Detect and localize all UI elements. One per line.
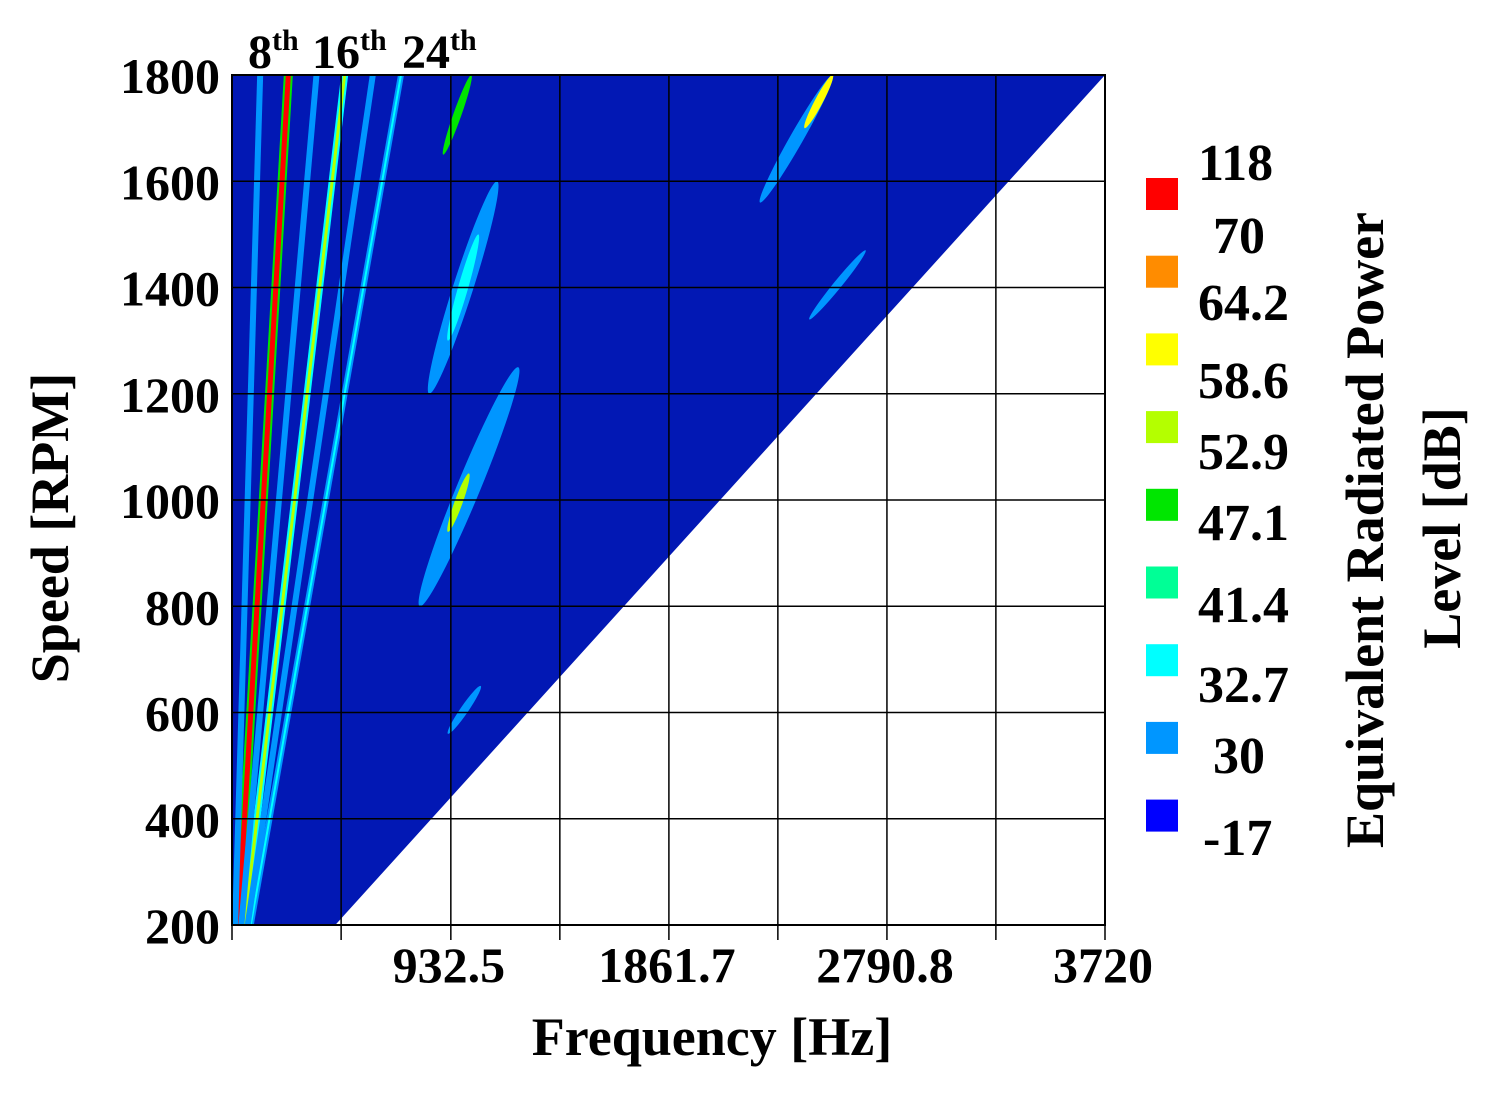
legend-level-label: 70 xyxy=(1213,208,1265,265)
order-labels: 8th 16th 24th xyxy=(248,24,477,79)
legend-swatch xyxy=(1146,644,1178,677)
legend-level-label: 58.6 xyxy=(1198,353,1289,410)
y-tick-label: 400 xyxy=(145,792,220,848)
legend-level-label: 32.7 xyxy=(1198,657,1289,714)
legend-swatch xyxy=(1146,255,1178,288)
order-label-8: 8th xyxy=(248,24,299,79)
legend-swatch xyxy=(1146,178,1178,210)
legend-level-label: 118 xyxy=(1198,135,1273,192)
legend-swatch xyxy=(1146,799,1178,832)
order-label-16: 16th xyxy=(312,24,387,79)
hot-spot-8 xyxy=(804,75,834,129)
x-tick-label: 3720 xyxy=(1053,937,1153,993)
y-tick-label: 1800 xyxy=(120,48,220,104)
legend-level-label: 52.9 xyxy=(1198,424,1289,481)
x-tick-label: 932.5 xyxy=(393,937,506,993)
colorbar-title-line2: Level [dB] xyxy=(1412,407,1472,648)
hot-spot-4 xyxy=(418,367,520,607)
legend-level-label: -17 xyxy=(1203,810,1272,867)
y-tick-label: 1600 xyxy=(120,154,220,210)
y-tick-label: 1400 xyxy=(120,261,220,317)
legend-swatch xyxy=(1146,721,1178,754)
legend-swatch xyxy=(1146,488,1178,521)
plot-frame xyxy=(231,74,1106,926)
hot-spot-5 xyxy=(447,473,470,532)
x-tick-label: 2790.8 xyxy=(816,937,954,993)
legend-swatch xyxy=(1146,333,1178,366)
y-tick-label: 600 xyxy=(145,686,220,742)
hot-spot-9 xyxy=(809,250,866,320)
legend-swatch xyxy=(1146,566,1178,599)
y-tick-label: 800 xyxy=(145,579,220,635)
hot-spot-1 xyxy=(442,75,472,155)
y-axis-title: Speed [RPM] xyxy=(20,373,80,683)
legend-swatch xyxy=(1146,411,1178,444)
order-label-24: 24th xyxy=(402,24,477,79)
plot-area xyxy=(231,74,1106,940)
colorbar-legend: 118 70 64.2 58.6 52.9 47.1 41.4 32.7 30 -17 xyxy=(1146,135,1289,867)
y-tick-labels: 200 400 600 800 1000 1200 1400 1600 1800 xyxy=(120,48,220,954)
legend-level-label: 64.2 xyxy=(1198,275,1289,332)
x-axis-title: Frequency [Hz] xyxy=(532,1007,892,1067)
y-tick-label: 1200 xyxy=(120,367,220,423)
colorbar-title-line1: Equivalent Radiated Power xyxy=(1335,212,1395,848)
legend-level-label: 47.1 xyxy=(1198,495,1289,552)
y-tick-label: 200 xyxy=(145,898,220,954)
x-tick-label: 1861.7 xyxy=(598,937,736,993)
x-tick-labels: 932.5 1861.7 2790.8 3720 xyxy=(393,937,1153,993)
y-tick-label: 1000 xyxy=(120,473,220,529)
colorbar-title: Equivalent Radiated Power Level [dB] xyxy=(1335,212,1472,848)
hot-spot-6 xyxy=(447,685,482,734)
legend-level-label: 30 xyxy=(1213,728,1265,785)
legend-level-label: 41.4 xyxy=(1198,577,1289,634)
